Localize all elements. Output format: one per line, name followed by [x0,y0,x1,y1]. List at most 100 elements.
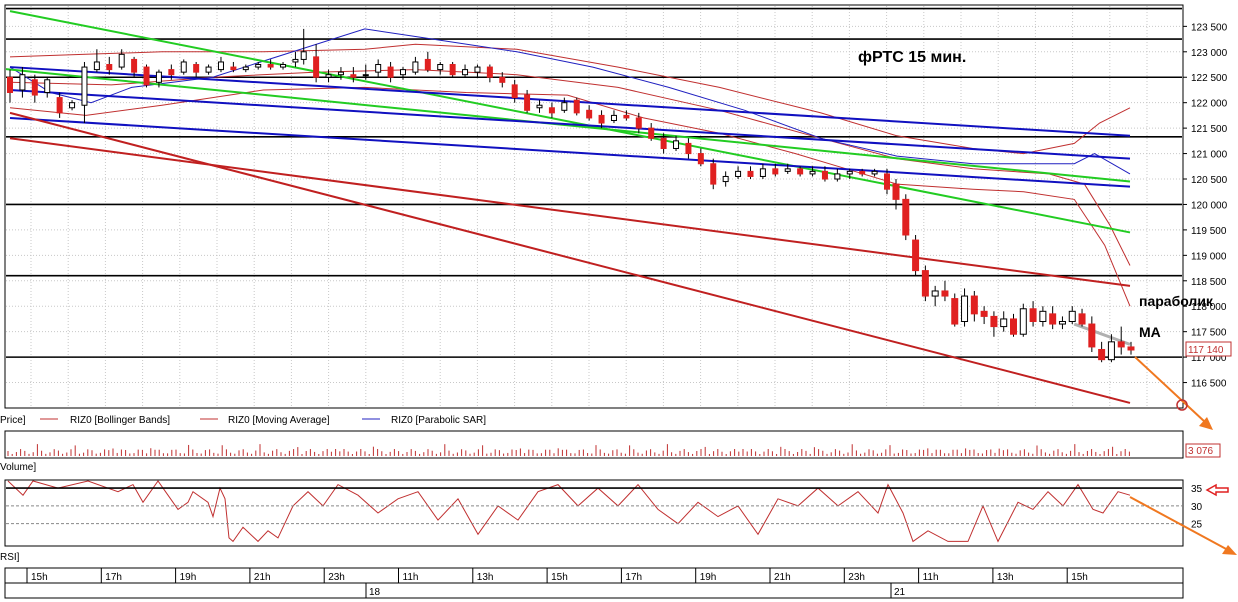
date-label: 18 [369,587,381,598]
candle-body [561,102,568,111]
trendline-blue [9,66,1131,137]
trendlines [6,10,1131,404]
candle-body [586,109,593,119]
candle-body [892,183,900,200]
price-tick-label: 120 000 [1191,200,1228,211]
candle-body [300,51,307,60]
price-tick-label: 123 000 [1191,48,1228,59]
candle-body [1000,318,1008,328]
forecast-arrow-rsi [1129,496,1237,555]
price-tick-label: 123 500 [1191,22,1228,33]
candle-body [437,64,444,71]
candle-body [536,104,543,109]
legend: Price] RIZ0 [Bollinger Bands] RIZ0 [Movi… [0,415,486,426]
candle-body [1088,323,1096,348]
candle-body [990,315,998,328]
candle-body [598,114,605,124]
candle-body [399,69,406,76]
rsi-panel [4,479,1184,547]
last-price-label: 117 140 [1188,345,1224,356]
candle-body [1068,310,1076,322]
price-tick-label: 121 000 [1191,150,1228,161]
time-axis-labels: 15h 17h 19h 21h 23h 11h 13h 15h 17h 19h 21h 23h 11h 1… [26,568,1088,598]
price-tick-label: 118 000 [1191,302,1227,313]
candle-body [350,74,357,78]
candle-body [1019,308,1027,335]
candle-body [230,66,237,71]
volume-panel-label: Volume] [0,462,36,473]
candle-body [242,66,249,71]
candle-body [93,61,100,71]
candle-body [623,114,630,119]
rsi-tick-label: 35 [1191,484,1203,495]
candle-body [1098,348,1106,361]
price-tick-label: 122 000 [1191,99,1228,110]
candle-body [155,71,162,83]
candle-body [362,74,369,77]
candle-body [337,71,344,76]
time-label: 15h [551,572,568,583]
price-tick-label: 119 000 [1191,251,1227,262]
candle-body [821,170,828,180]
candle-body [313,56,320,78]
candle-body [280,64,287,68]
candlesticks [7,28,1135,363]
candle-body [7,76,13,94]
candle-body [961,295,969,322]
date-label: 21 [894,587,906,598]
candle-body [1039,310,1047,322]
candle-body [81,66,88,106]
candle-body [499,76,506,83]
ma-label: MA [1139,324,1161,340]
candle-body [1117,341,1125,348]
candle-body [1058,320,1066,325]
candle-body [387,66,394,78]
candle-body [193,64,200,73]
volume-last-box [1185,443,1221,458]
candle-body [980,310,988,317]
candle-body [449,64,456,76]
legend-bollinger: RIZ0 [Bollinger Bands] [70,415,170,426]
rsi-tick-label: 30 [1191,502,1203,513]
trendline-blue [9,88,1131,160]
target-circle [1176,399,1188,411]
candle-body [548,107,555,114]
rsi-panel-label: RSI] [0,552,20,563]
candle-body [180,61,187,73]
trendline-red [9,111,1131,404]
rsi-line [7,480,1131,543]
candle-body [217,61,224,71]
time-label: 23h [328,572,345,583]
candle-body [1127,346,1135,351]
candle-body [118,53,125,68]
chart-title: фРТС 15 мин. [858,49,966,66]
price-axis: 123 500 123 000 122 500 122 000 121 500 121 0… [1183,22,1228,390]
candle-body [759,168,766,177]
price-tick-label: 119 500 [1191,226,1227,237]
candle-body [205,66,212,73]
candle-body [859,170,866,175]
candle-body [921,270,929,297]
time-label: 21h [254,572,271,583]
candle-body [697,153,704,165]
price-tick-label: 122 500 [1191,73,1228,84]
candle-body [884,173,890,190]
trendline-green [9,10,1131,234]
trendline-blue [9,116,1131,188]
candle-body [951,298,959,325]
legend-ma: RIZ0 [Moving Average] [228,415,330,426]
candle-body [685,142,692,155]
candle-body [292,58,299,63]
volume-last-label: 3 076 [1188,446,1213,457]
candle-body [412,61,419,73]
candle-body [131,58,138,73]
candle-body [1029,308,1037,322]
candle-body [809,170,816,175]
candle-body [648,127,655,139]
price-tick-label: 118 500 [1191,277,1227,288]
time-label: 13h [477,572,494,583]
candle-body [871,170,878,175]
candle-body [325,74,332,78]
rsi-curve [7,480,1131,543]
candle-body [931,290,939,297]
